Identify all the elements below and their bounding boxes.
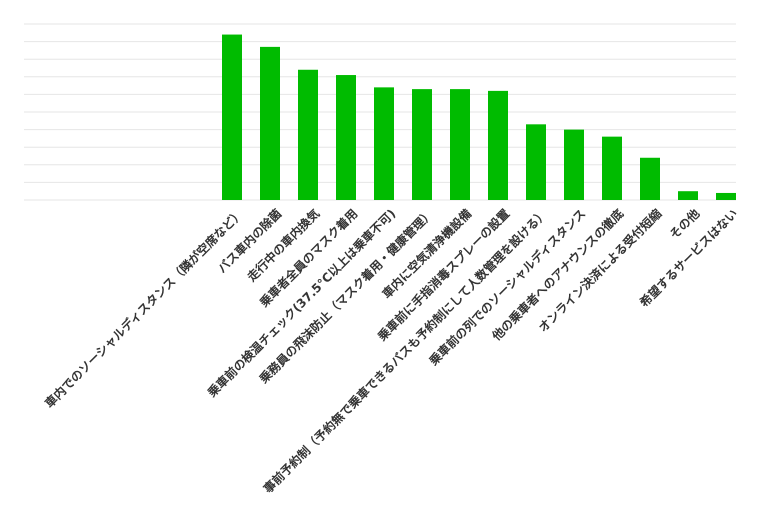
bar (374, 87, 394, 200)
x-tick-label: 乗務員の飛沫防止（マスク着用・健康管理） (256, 206, 436, 386)
bar (640, 157, 660, 200)
bar (450, 89, 470, 200)
x-tick-label: その他 (666, 206, 702, 242)
x-tick-label: バス車内の除菌 (214, 206, 284, 276)
x-tick-label: 事前予約制（予約無で乗車できるバスも予約制にして人数管理を設ける） (260, 206, 550, 496)
bar (564, 129, 584, 200)
bar (222, 34, 242, 201)
bar (526, 124, 546, 200)
bar (488, 90, 508, 200)
bar (602, 136, 622, 200)
bar (412, 89, 432, 200)
bars (222, 34, 736, 201)
x-tick-labels: 車内でのソーシャルディスタンス（隣が空席など）バス車内の除菌走行中の車内換気乗車… (42, 206, 741, 496)
bar (336, 75, 356, 200)
bar (298, 69, 318, 200)
bar (260, 46, 280, 200)
bar (716, 192, 736, 200)
bar (678, 191, 698, 200)
